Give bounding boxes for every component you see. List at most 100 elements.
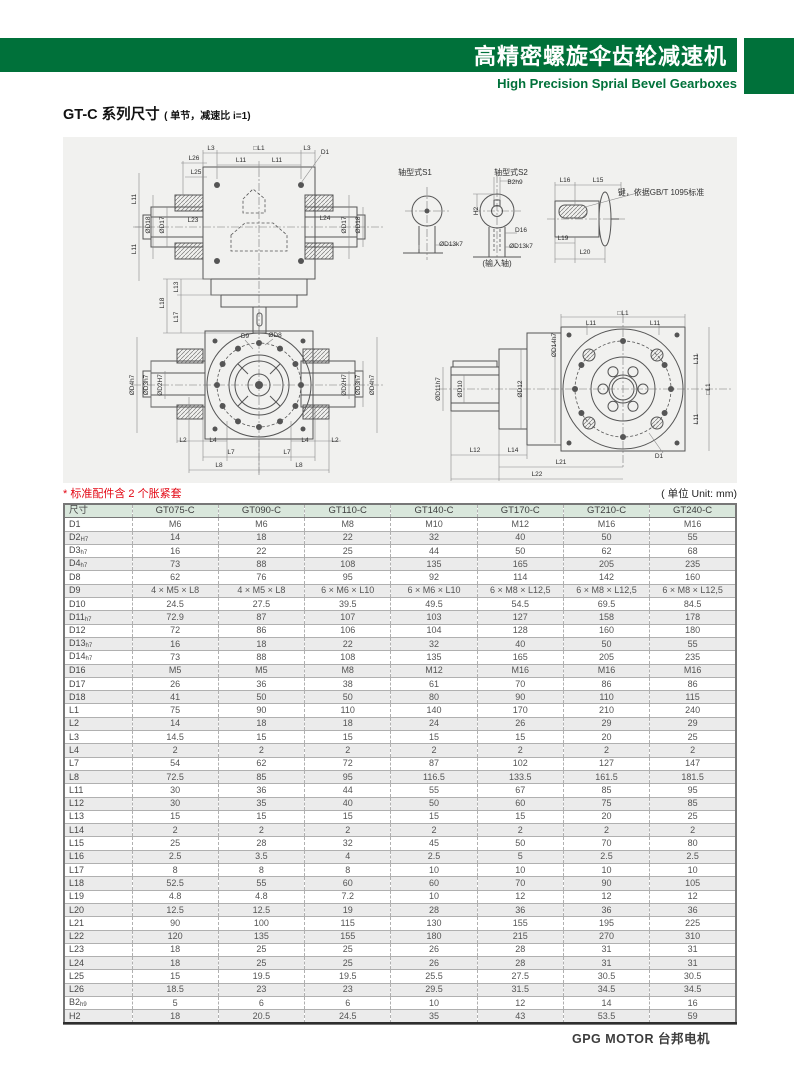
value-cell: 155: [476, 916, 564, 930]
value-cell: 80: [390, 690, 478, 704]
value-cell: 2.5: [390, 849, 478, 864]
table-row: L3 14.5 15 15 15 15 20 25: [64, 730, 736, 744]
value-cell: 29: [649, 716, 736, 731]
value-cell: M6: [217, 517, 305, 532]
dimension-label-cell: D17: [64, 676, 132, 691]
value-cell: 160: [649, 570, 736, 585]
value-cell: 39.5: [304, 597, 391, 611]
dimension-label: L23: [187, 216, 199, 224]
value-cell: M6: [131, 517, 219, 532]
table-row: L19 4.8 4.8 7.2 10 12 12 12: [64, 889, 736, 904]
value-cell: 29: [562, 716, 650, 731]
value-cell: 24.5: [304, 1009, 391, 1024]
value-cell: M5: [131, 663, 219, 678]
value-cell: 102: [476, 756, 564, 771]
table-row: D18 41 50 50 80 90 110 115: [64, 690, 736, 704]
table-row: L1 75 90 110 140 170 210 240: [64, 703, 736, 718]
dimension-label: L18: [158, 297, 166, 309]
value-cell: 2.5: [649, 849, 736, 864]
value-cell: 165: [476, 557, 564, 571]
table-row: D10 24.5 27.5 39.5 49.5 54.5 69.5 84.5: [64, 597, 736, 611]
value-cell: 15: [304, 730, 391, 744]
value-cell: 155: [304, 929, 391, 944]
value-cell: 34.5: [562, 982, 650, 997]
value-cell: 32: [390, 530, 478, 545]
value-cell: 54.5: [476, 597, 564, 611]
dimension-label: □L1: [617, 309, 629, 317]
value-cell: 35: [217, 796, 305, 811]
dimension-label: L14: [507, 446, 519, 454]
value-cell: 75: [131, 703, 219, 718]
dimension-label-cell: L2: [64, 716, 132, 731]
value-cell: 72: [131, 623, 219, 638]
value-cell: 160: [562, 623, 650, 638]
value-cell: 107: [304, 610, 391, 625]
value-cell: 2: [562, 743, 650, 758]
value-cell: 27.5: [217, 597, 305, 611]
value-cell: 10: [390, 889, 478, 904]
bottom-view-drawing: [133, 327, 385, 475]
footer-divider: [63, 1022, 737, 1024]
dimension-label-cell: B2h9: [64, 995, 132, 1010]
value-cell: 10: [476, 863, 564, 877]
value-cell: 18: [304, 716, 391, 731]
value-cell: 88: [217, 557, 305, 571]
dimension-label-cell: L4: [64, 743, 132, 758]
value-cell: 14: [562, 995, 650, 1010]
value-cell: 19: [304, 902, 391, 917]
value-cell: 36: [562, 902, 650, 917]
value-cell: 5: [131, 995, 219, 1010]
table-row: L11 30 36 44 55 67 85 95: [64, 783, 736, 798]
table-row: D17 26 36 38 61 70 86 86: [64, 676, 736, 691]
output-flange-drawing: [439, 314, 731, 481]
dimension-label-cell: L12: [64, 796, 132, 811]
value-cell: 38: [304, 676, 391, 691]
dimension-label: L13: [172, 281, 180, 293]
dimension-label-cell: D11h7: [64, 610, 132, 625]
value-cell: 16: [131, 543, 219, 558]
value-cell: 105: [649, 876, 736, 891]
value-cell: 235: [649, 650, 736, 665]
value-cell: 70: [476, 676, 564, 691]
table-row: L25 15 19.5 19.5 25.5 27.5 30.5 30.5: [64, 969, 736, 984]
value-cell: 2.5: [131, 849, 219, 864]
dimension-label-cell: H2: [64, 1009, 132, 1024]
dimension-label-cell: L15: [64, 836, 132, 851]
value-cell: 55: [649, 530, 736, 545]
value-cell: 45: [390, 836, 478, 851]
section-title: GT-C 系列尺寸 ( 单节，减速比 i=1): [63, 103, 251, 124]
dimension-label: L26: [188, 154, 200, 162]
value-cell: 12: [649, 889, 736, 904]
table-row: D11h7 72.9 87 107 103 127 158 178: [64, 610, 736, 625]
value-cell: 84.5: [649, 597, 736, 611]
value-cell: 60: [476, 796, 564, 811]
table-row: L17 8 8 8 10 10 10 10: [64, 863, 736, 877]
dimension-label-cell: D12: [64, 623, 132, 638]
value-cell: 3.5: [217, 849, 305, 864]
dimension-label: ØD18: [144, 216, 152, 234]
value-cell: 36: [217, 783, 305, 798]
dimension-label-cell: L3: [64, 730, 132, 744]
value-cell: 25: [304, 543, 391, 558]
value-cell: 53.5: [562, 1009, 650, 1024]
value-cell: 50: [304, 690, 391, 704]
value-cell: 86: [562, 676, 650, 691]
value-cell: 19.5: [217, 969, 305, 984]
value-cell: 2: [304, 823, 391, 837]
table-row: L22 120 135 155 180 215 270 310: [64, 929, 736, 944]
value-cell: 25: [304, 956, 391, 970]
value-cell: 23: [217, 982, 305, 997]
value-cell: 24.5: [131, 597, 219, 611]
table-row: L21 90 100 115 130 155 195 225: [64, 916, 736, 930]
unit-note: ( 单位 Unit: mm): [661, 488, 737, 500]
value-cell: 85: [562, 783, 650, 798]
dimension-label-cell: L21: [64, 916, 132, 930]
dimension-label: ØD13k7: [439, 240, 463, 248]
page-subtitle: High Precision Sprial Bevel Gearboxes: [497, 76, 737, 91]
table-row: D8 62 76 95 92 114 142 160: [64, 570, 736, 585]
value-cell: 240: [649, 703, 736, 718]
dimension-label-cell: D1: [64, 517, 132, 532]
value-cell: 14: [131, 716, 219, 731]
dimension-label: L3: [207, 144, 215, 152]
value-cell: 2: [562, 823, 650, 837]
